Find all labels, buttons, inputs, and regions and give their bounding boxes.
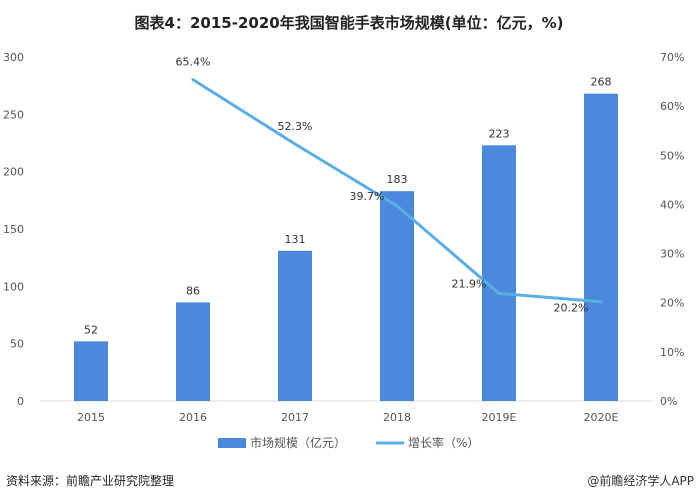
line-value-label: 21.9% [452, 277, 487, 290]
y-left-tick-label: 150 [3, 223, 24, 236]
y-right-tick-label: 40% [660, 198, 684, 211]
y-right-tick-label: 0% [660, 395, 677, 408]
x-tick-label: 2017 [281, 411, 309, 424]
line-value-label: 39.7% [350, 190, 385, 203]
y-left-tick-label: 100 [3, 280, 24, 293]
bar [176, 302, 210, 401]
bar [584, 93, 618, 402]
line-value-label: 52.3% [278, 120, 313, 133]
x-tick-label: 2019E [482, 411, 517, 424]
y-right-tick-label: 50% [660, 149, 684, 162]
bar [74, 341, 108, 401]
legend-label: 增长率（%） [408, 435, 479, 450]
chart-svg: 0 50 100 150 200 250 300 0% 10% 20% 30% 40% 50% 60% 70… [3, 51, 684, 450]
bar-value-label: 183 [387, 173, 408, 186]
bar-value-label: 86 [186, 284, 200, 297]
y-left-tick-label: 0 [17, 395, 24, 408]
bar [482, 145, 516, 401]
bar-value-label: 268 [591, 76, 612, 89]
credit: @前瞻经济学人APP [587, 474, 694, 488]
line-point [599, 300, 603, 304]
line-value-label: 20.2% [554, 302, 589, 315]
y-left-tick-label: 200 [3, 166, 24, 179]
line-point [395, 204, 399, 208]
x-tick-label: 2020E [584, 411, 619, 424]
y-left-tick-label: 50 [10, 338, 24, 351]
bar [278, 250, 312, 401]
line-point [293, 142, 297, 146]
chart-title: 图表4：2015-2020年我国智能手表市场规模(单位：亿元，%) [134, 14, 564, 32]
legend-swatch-bar [218, 438, 246, 448]
y-right-tick-label: 20% [660, 297, 684, 310]
bar-value-label: 223 [489, 127, 510, 140]
y-right-tick-label: 60% [660, 100, 684, 113]
y-right-tick-label: 70% [660, 51, 684, 64]
line-value-label: 65.4% [176, 56, 211, 69]
source-note: 资料来源：前瞻产业研究院整理 [6, 474, 175, 488]
line-point [191, 78, 195, 82]
y-right-tick-label: 30% [660, 248, 684, 261]
line-point [497, 291, 501, 295]
y-right-tick-label: 10% [660, 346, 684, 359]
x-tick-label: 2018 [383, 411, 411, 424]
bar-value-label: 131 [285, 233, 306, 246]
y-left-tick-label: 300 [3, 51, 24, 64]
y-left-tick-label: 250 [3, 108, 24, 121]
legend-label: 市场规模（亿元） [250, 435, 346, 450]
bar [380, 191, 414, 401]
x-tick-label: 2016 [179, 411, 207, 424]
bar-value-label: 52 [84, 323, 98, 336]
x-tick-label: 2015 [77, 411, 105, 424]
